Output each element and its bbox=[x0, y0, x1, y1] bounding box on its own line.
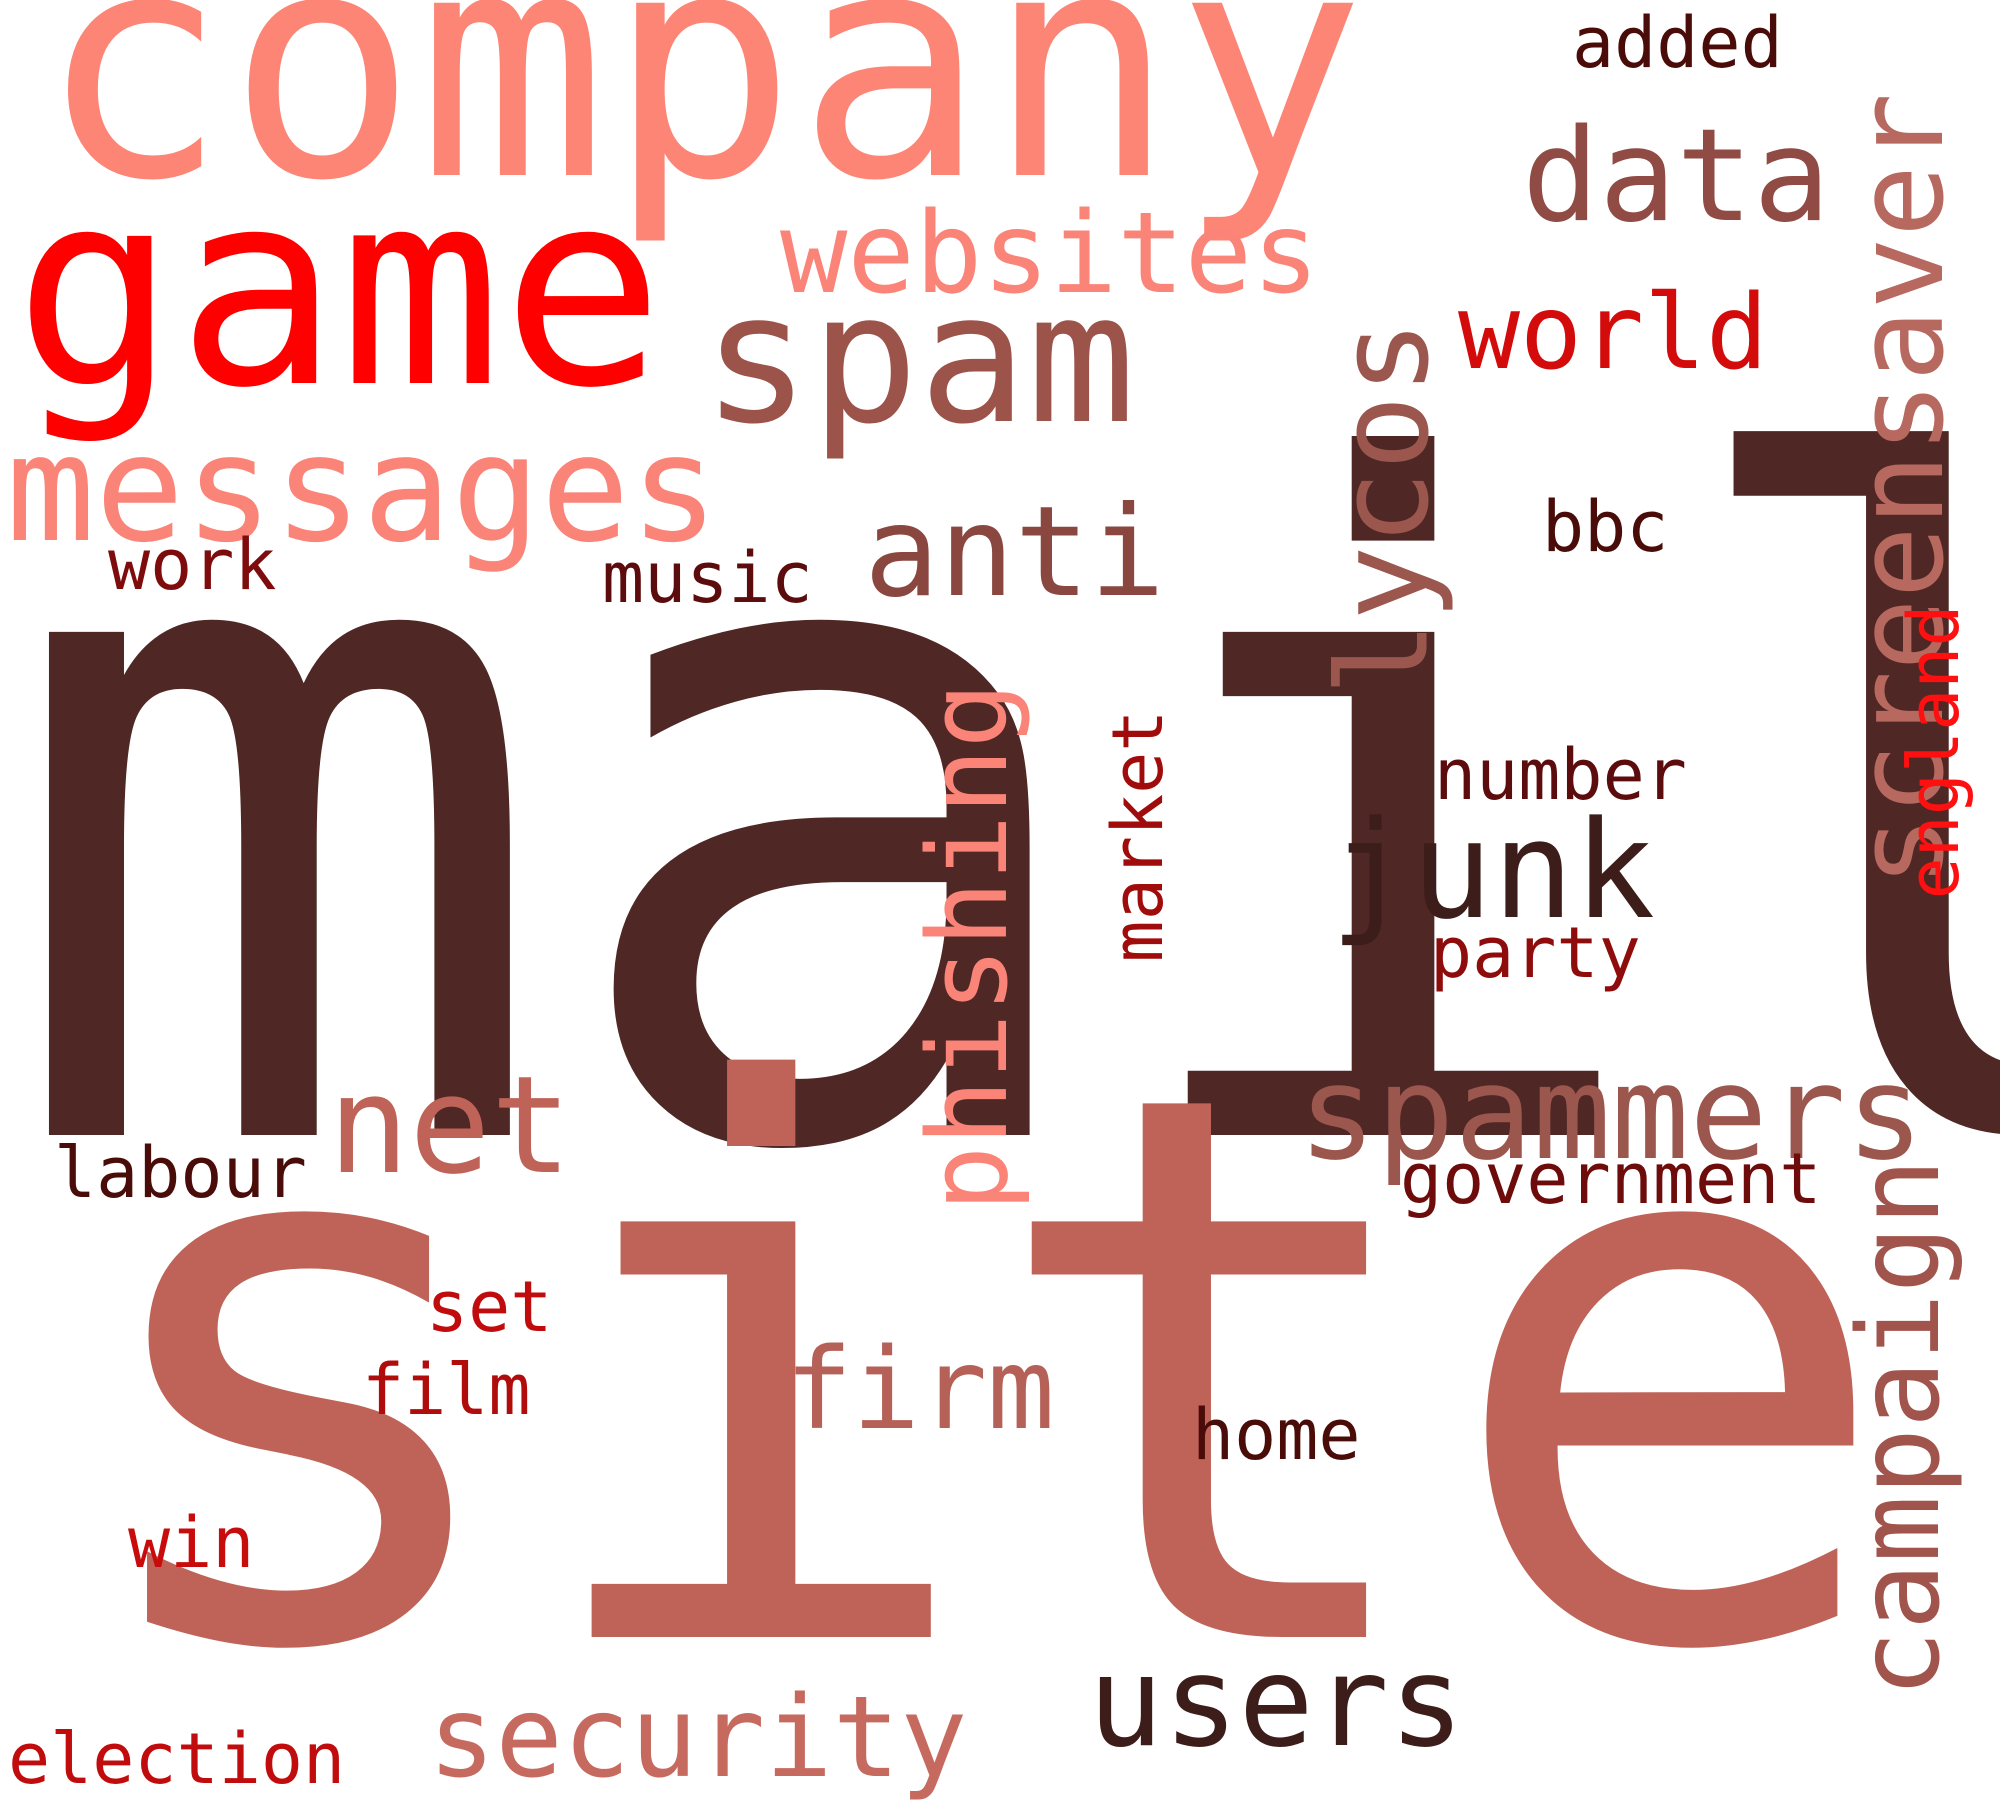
word-anti: anti bbox=[864, 480, 1166, 625]
word-music: music bbox=[602, 537, 813, 619]
word-data: data bbox=[1522, 102, 1831, 251]
word-junk: junk bbox=[1330, 792, 1656, 949]
word-security: security bbox=[428, 1673, 968, 1800]
word-party: party bbox=[1430, 912, 1641, 994]
word-messages: messages bbox=[6, 403, 719, 575]
word-users: users bbox=[1088, 1630, 1465, 1775]
word-site: site bbox=[68, 933, 1899, 1800]
word-home: home bbox=[1192, 1394, 1361, 1476]
word-england: england bbox=[1893, 604, 1975, 900]
word-game: game bbox=[14, 132, 665, 447]
word-net: net bbox=[328, 1047, 572, 1204]
word-government: government bbox=[1400, 1138, 1822, 1220]
word-lycos: lycos bbox=[1311, 319, 1457, 697]
word-bbc: bbc bbox=[1542, 486, 1669, 568]
word-work: work bbox=[108, 524, 277, 606]
word-labour: labour bbox=[54, 1132, 307, 1214]
word-spammers: spammers bbox=[1298, 1037, 1925, 1189]
word-market: market bbox=[1097, 709, 1179, 963]
word-film: film bbox=[362, 1349, 531, 1431]
word-added: added bbox=[1572, 2, 1783, 84]
word-firm: firm bbox=[785, 1325, 1055, 1455]
word-company: company bbox=[38, 0, 1366, 250]
word-number: number bbox=[1434, 734, 1687, 816]
word-websites: websites bbox=[780, 189, 1320, 319]
word-election: election bbox=[8, 1718, 346, 1800]
word-spam: spam bbox=[702, 255, 1136, 464]
word-mail: mail bbox=[0, 281, 2000, 1352]
word-set: set bbox=[426, 1266, 553, 1348]
word-phishing: phishing bbox=[904, 682, 1032, 1212]
word-world: world bbox=[1458, 273, 1769, 393]
word-campaign: campaign bbox=[1835, 1158, 1965, 1698]
word-win: win bbox=[128, 1502, 255, 1584]
